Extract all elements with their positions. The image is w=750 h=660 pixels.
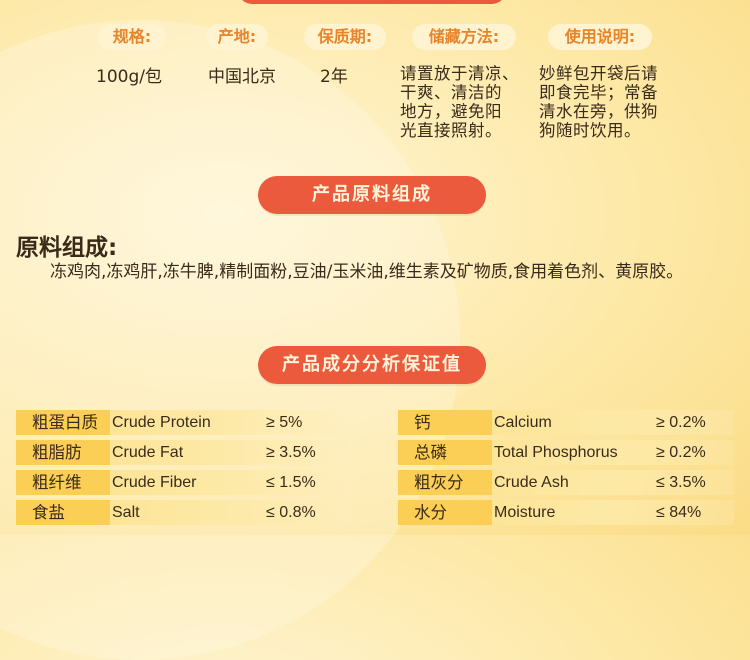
spec-label-usage: 使用说明: (548, 24, 652, 50)
table-row: 食盐 Salt ≤ 0.8% (16, 500, 352, 525)
background-decoration (0, 20, 460, 660)
nutrient-cn: 粗灰分 (398, 470, 492, 495)
nutrient-en: Total Phosphorus (494, 444, 618, 461)
usage-line: 清水在旁，供狗 (539, 102, 658, 121)
nutrient-en: Crude Fat (112, 444, 184, 461)
nutrient-value: ≤ 84% (656, 504, 702, 521)
spec-value-storage: 请置放于清凉、 干爽、清洁的 地方，避免阳 光直接照射。 (400, 64, 522, 140)
spec-label-shelf-life: 保质期: (304, 24, 386, 50)
analysis-table-left: 粗蛋白质 Crude Protein ≥ 5% 粗脂肪 Crude Fat ≥ … (16, 410, 352, 530)
section-pill-analysis: 产品成分分析保证值 (258, 346, 486, 384)
nutrient-value: ≤ 1.5% (266, 474, 316, 491)
storage-line: 地方，避免阳 (400, 102, 502, 121)
ingredients-title: 原料组成: (16, 235, 118, 261)
nutrient-en: Salt (112, 504, 140, 521)
spec-value-shelf-life: 2年 (320, 67, 348, 87)
spec-label-size: 规格: (98, 24, 166, 50)
section-pill-ingredients: 产品原料组成 (258, 176, 486, 214)
nutrient-value: ≥ 0.2% (656, 414, 706, 431)
top-banner-edge (238, 0, 506, 4)
spec-label-storage: 储藏方法: (412, 24, 516, 50)
nutrient-en: Crude Protein (112, 414, 211, 431)
table-row: 粗脂肪 Crude Fat ≥ 3.5% (16, 440, 352, 465)
ingredients-text: 冻鸡肉,冻鸡肝,冻牛脾,精制面粉,豆油/玉米油,维生素及矿物质,食用着色剂、黄原… (50, 262, 684, 282)
table-row: 粗纤维 Crude Fiber ≤ 1.5% (16, 470, 352, 495)
nutrient-en: Crude Fiber (112, 474, 197, 491)
nutrient-cn: 粗脂肪 (16, 440, 110, 465)
nutrient-value: ≥ 5% (266, 414, 303, 431)
nutrient-value: ≥ 3.5% (266, 444, 316, 461)
spec-label-origin: 产地: (206, 24, 268, 50)
storage-line: 干爽、清洁的 (400, 83, 502, 102)
table-row: 总磷 Total Phosphorus ≥ 0.2% (398, 440, 734, 465)
usage-line: 妙鲜包开袋后请 (539, 64, 658, 83)
nutrient-cn: 水分 (398, 500, 492, 525)
storage-line: 请置放于清凉、 (400, 64, 519, 83)
nutrient-cn: 钙 (398, 410, 492, 435)
nutrient-value: ≥ 0.2% (656, 444, 706, 461)
nutrient-cn: 粗蛋白质 (16, 410, 110, 435)
nutrient-value: ≤ 0.8% (266, 504, 316, 521)
spec-value-origin: 中国北京 (208, 67, 276, 87)
spec-value-usage: 妙鲜包开袋后请 即食完毕；常备 清水在旁，供狗 狗随时饮用。 (539, 64, 679, 140)
table-row: 粗灰分 Crude Ash ≤ 3.5% (398, 470, 734, 495)
table-row: 粗蛋白质 Crude Protein ≥ 5% (16, 410, 352, 435)
usage-line: 狗随时饮用。 (539, 121, 641, 140)
nutrient-cn: 粗纤维 (16, 470, 110, 495)
nutrient-en: Crude Ash (494, 474, 569, 491)
nutrient-en: Moisture (494, 504, 556, 521)
nutrient-cn: 总磷 (398, 440, 492, 465)
nutrient-cn: 食盐 (16, 500, 110, 525)
nutrient-value: ≤ 3.5% (656, 474, 706, 491)
spec-value-size: 100g/包 (96, 67, 162, 87)
table-row: 水分 Moisture ≤ 84% (398, 500, 734, 525)
nutrient-en: Calcium (494, 414, 552, 431)
usage-line: 即食完毕；常备 (539, 83, 658, 102)
storage-line: 光直接照射。 (400, 121, 502, 140)
table-row: 钙 Calcium ≥ 0.2% (398, 410, 734, 435)
analysis-table-right: 钙 Calcium ≥ 0.2% 总磷 Total Phosphorus ≥ 0… (398, 410, 734, 530)
